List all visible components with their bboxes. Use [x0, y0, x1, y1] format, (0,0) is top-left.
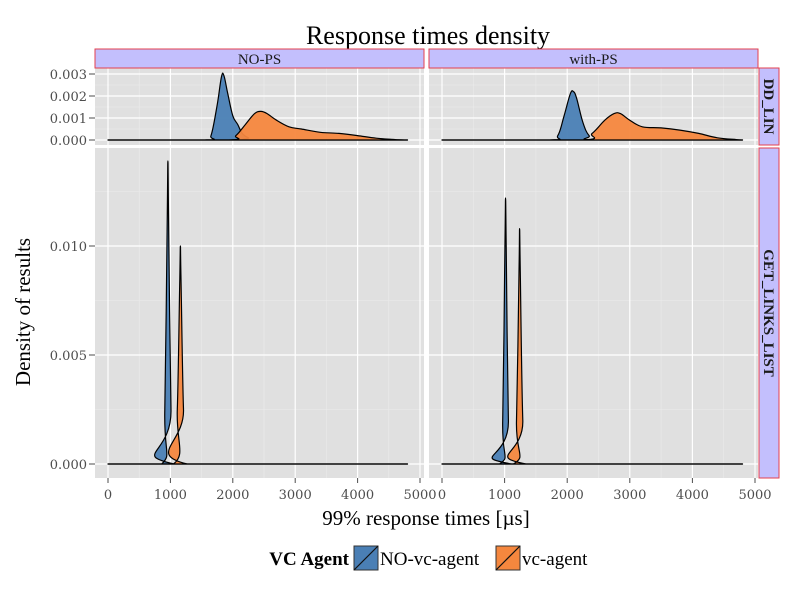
- chart-title: Response times density: [306, 21, 550, 50]
- x-tick-label: 5000: [403, 488, 436, 503]
- row-strip-get_links_list: GET_LINKS_LIST: [758, 147, 780, 479]
- panel-get_links_list-no-ps: [95, 148, 424, 478]
- y-axis-title: Density of results: [11, 238, 35, 386]
- x-tick-label: 2000: [216, 488, 249, 503]
- x-axes-group: 0 1000 2000 3000 4000 5000 0 1000 2000 3000 4000 50…: [104, 478, 772, 503]
- strip-background: [428, 48, 759, 69]
- x-tick-label: 5000: [738, 488, 771, 503]
- legend-label-no-vc-agent: NO-vc-agent: [380, 549, 480, 570]
- legend-title: VC Agent: [269, 549, 349, 570]
- strips-group: NO-PS with-PS DD_LIN GET_LINKS_LIST: [94, 48, 780, 479]
- y-tick-label: 0.000: [50, 134, 87, 149]
- x-tick-label: 4000: [676, 488, 709, 503]
- x-tick-label: 1000: [488, 488, 521, 503]
- x-tick-label: 0: [104, 488, 112, 503]
- row-strip-label: DD_LIN: [760, 79, 776, 135]
- panel-background: [95, 148, 424, 478]
- row-strip-dd_lin: DD_LIN: [758, 67, 780, 146]
- panels-group: [95, 68, 758, 478]
- column-strip-label: NO-PS: [238, 52, 281, 68]
- x-tick-label: 4000: [341, 488, 374, 503]
- strip-background: [758, 67, 780, 146]
- legend-key-vc-agent-slash: [495, 545, 521, 571]
- x-tick-label: 2000: [551, 488, 584, 503]
- panel-get_links_list-with-ps: [429, 148, 758, 478]
- density-area-vc-agent: [107, 245, 409, 465]
- density-area-vc-agent: [441, 112, 744, 141]
- x-tick-label: 1000: [154, 488, 187, 503]
- x-tick-label: 0: [438, 488, 446, 503]
- x-tick-label: 3000: [279, 488, 312, 503]
- x-axis-title: 99% response times [µs]: [322, 506, 529, 530]
- row-strip-label: GET_LINKS_LIST: [760, 249, 776, 377]
- y-tick-label: 0.010: [50, 240, 87, 255]
- panel-dd_lin-with-ps: [429, 68, 758, 145]
- legend: VC Agent NO-vc-agent vc-agent: [269, 545, 588, 571]
- column-strip-no-ps: NO-PS: [94, 48, 425, 69]
- y-axes-group: 0.000 0.001 0.002 0.003 0.000 0.005 0.010: [50, 68, 95, 473]
- panel-dd_lin-no-ps: [95, 68, 424, 145]
- column-strip-label: with-PS: [569, 52, 617, 68]
- density-area-vc-agent: [107, 110, 409, 141]
- legend-key-no-vc-agent-slash: [353, 545, 379, 571]
- strip-background: [758, 147, 780, 479]
- density-area-vc-agent: [441, 228, 744, 465]
- legend-label-vc-agent: vc-agent: [522, 549, 588, 570]
- y-tick-label: 0.003: [50, 68, 87, 83]
- y-tick-label: 0.001: [50, 112, 87, 127]
- column-strip-with-ps: with-PS: [428, 48, 759, 69]
- y-tick-label: 0.002: [50, 90, 87, 105]
- y-tick-label: 0.000: [50, 458, 87, 473]
- x-tick-label: 3000: [613, 488, 646, 503]
- y-tick-label: 0.005: [50, 349, 87, 364]
- strip-background: [94, 48, 425, 69]
- panel-background: [429, 148, 758, 478]
